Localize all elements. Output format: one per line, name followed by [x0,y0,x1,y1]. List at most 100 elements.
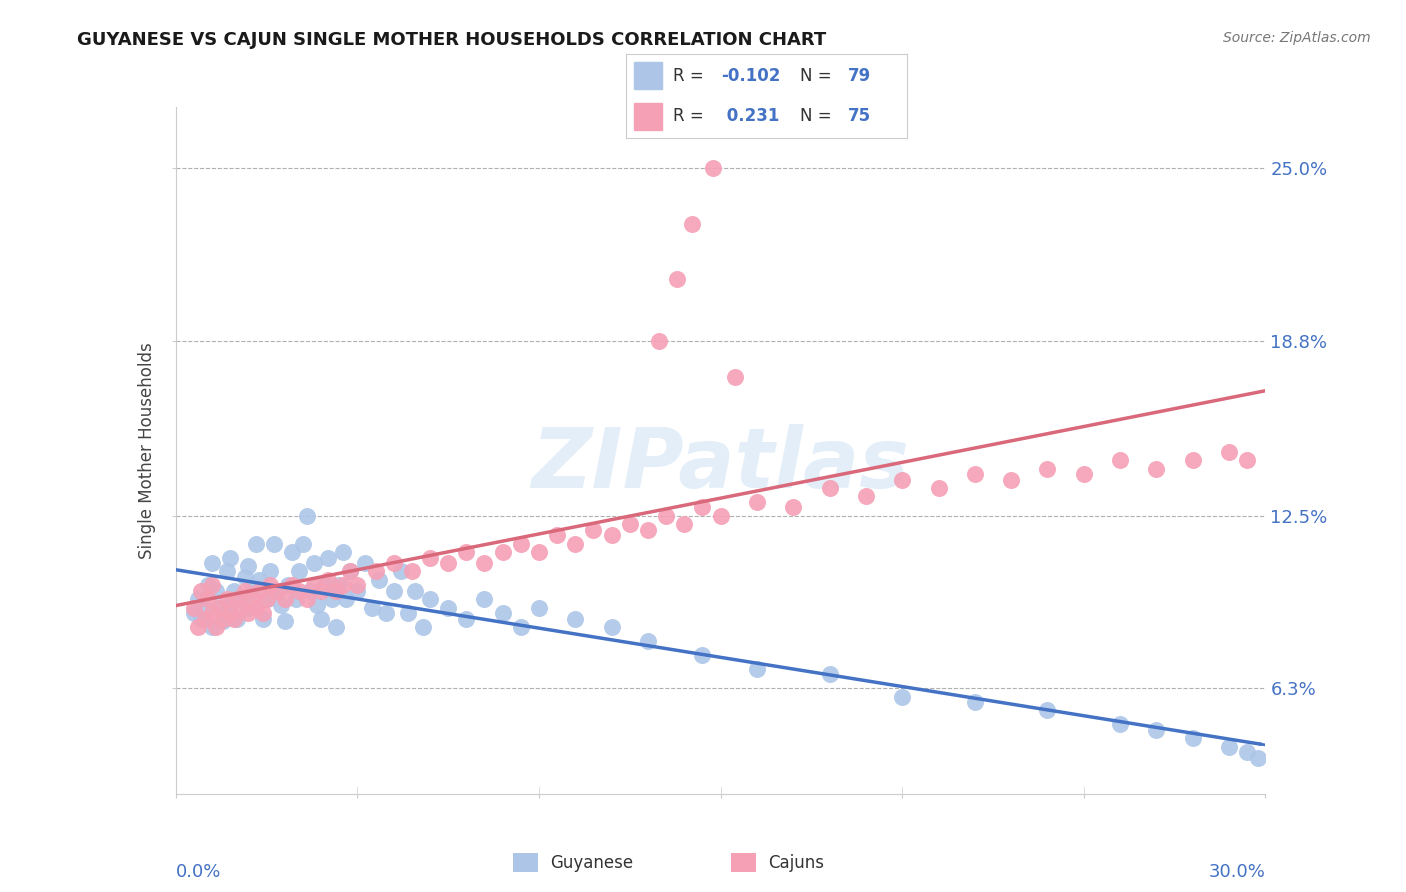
Point [183,606,205,620]
Point [1236,745,1258,759]
Point [259,565,281,579]
Text: R =: R = [673,107,710,125]
Point [186,620,209,634]
Point [1109,453,1132,467]
Point [655,508,678,523]
Text: ZIPatlas: ZIPatlas [531,424,910,505]
Point [673,517,696,532]
Point [247,583,270,598]
Text: N =: N = [800,107,837,125]
Point [247,573,270,587]
Point [281,545,304,559]
Point [288,565,311,579]
Point [1036,703,1059,717]
Point [1247,750,1270,764]
Bar [634,62,662,89]
Point [219,598,242,612]
Point [245,600,267,615]
Point [1073,467,1095,481]
Point [666,272,689,286]
Point [360,600,382,615]
Point [318,573,340,587]
Point [648,334,671,348]
Point [332,545,354,559]
Text: N =: N = [800,67,837,85]
Point [396,606,419,620]
Text: 30.0%: 30.0% [1209,863,1265,881]
Point [419,550,441,565]
Point [456,545,478,559]
Point [212,615,235,629]
Point [284,592,307,607]
Point [302,556,325,570]
Point [299,583,322,598]
Point [637,523,659,537]
Point [226,592,249,607]
Text: 0.0%: 0.0% [176,863,221,881]
Point [295,592,318,607]
Point [637,634,659,648]
Point [509,536,531,550]
Point [368,573,391,587]
Point [190,612,212,626]
Text: R =: R = [673,67,710,85]
Point [1181,453,1204,467]
Point [277,578,299,592]
Point [252,606,274,620]
Point [1109,717,1132,731]
Point [437,556,460,570]
Point [564,536,586,550]
Text: Cajuns: Cajuns [768,854,824,871]
Point [509,620,531,634]
Point [238,606,260,620]
Point [681,217,703,231]
Point [328,578,350,592]
Point [600,620,623,634]
Point [194,612,217,626]
Point [226,612,249,626]
Y-axis label: Single Mother Households: Single Mother Households [138,343,156,558]
Point [456,612,478,626]
Point [266,583,288,598]
Point [233,570,256,584]
Text: GUYANESE VS CAJUN SINGLE MOTHER HOUSEHOLDS CORRELATION CHART: GUYANESE VS CAJUN SINGLE MOTHER HOUSEHOL… [77,31,827,49]
Point [215,592,238,607]
Point [346,583,368,598]
Point [233,583,256,598]
Point [201,620,224,634]
Point [891,690,914,704]
Point [190,583,212,598]
Text: Source: ZipAtlas.com: Source: ZipAtlas.com [1223,31,1371,45]
Point [201,578,224,592]
Point [274,615,297,629]
Point [197,578,219,592]
Point [710,508,733,523]
Point [492,545,515,559]
Point [1218,445,1240,459]
Point [201,606,224,620]
Point [692,500,714,515]
Point [346,578,368,592]
Point [855,489,877,503]
Point [963,467,986,481]
Point [600,528,623,542]
Point [256,592,278,607]
Point [412,620,434,634]
Point [724,369,747,384]
Point [1181,731,1204,746]
Point [186,592,209,607]
Point [527,545,550,559]
Point [1218,739,1240,754]
Point [309,612,332,626]
Point [219,550,242,565]
Point [353,556,375,570]
Point [259,578,281,592]
Point [194,600,217,615]
Point [302,578,325,592]
Point [197,592,219,607]
Point [389,565,412,579]
Point [252,612,274,626]
Point [274,592,297,607]
Point [492,606,515,620]
Point [564,612,586,626]
